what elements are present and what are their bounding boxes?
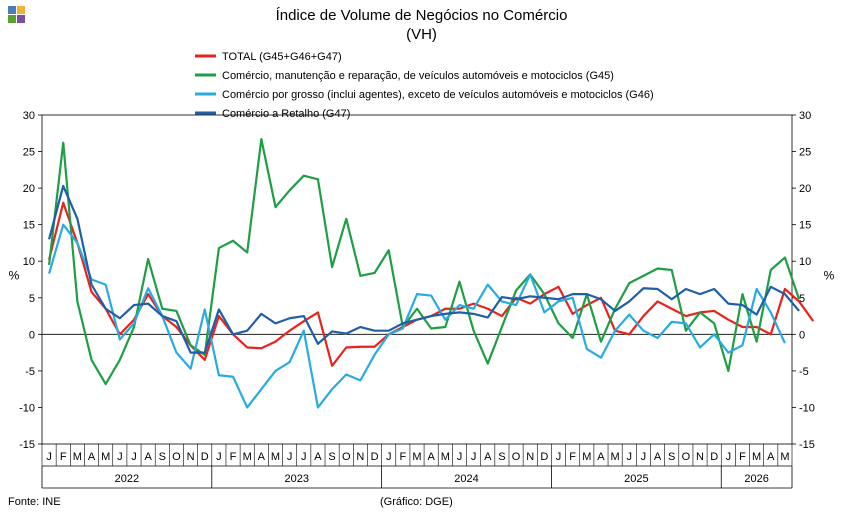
x-tick-label: J bbox=[726, 451, 732, 463]
y-tick-label-left: -5 bbox=[25, 366, 35, 378]
x-tick-label: D bbox=[371, 451, 379, 463]
logo-square-2 bbox=[17, 6, 25, 14]
source-note: Fonte: INE bbox=[8, 496, 61, 508]
y-tick-label-left: -15 bbox=[19, 439, 35, 451]
x-tick-label: N bbox=[696, 451, 704, 463]
y-tick-label-left: 0 bbox=[29, 329, 35, 341]
x-tick-label: D bbox=[540, 451, 548, 463]
x-tick-label: M bbox=[582, 451, 591, 463]
x-tick-label: M bbox=[752, 451, 761, 463]
x-tick-label: S bbox=[159, 451, 166, 463]
series-g47-line bbox=[48, 184, 800, 354]
series-g45-line bbox=[47, 138, 801, 386]
legend-item: Comércio, manutenção e reparação, de veí… bbox=[222, 70, 614, 82]
x-tick-label: J bbox=[386, 451, 392, 463]
x-tick-label: A bbox=[654, 451, 662, 463]
x-tick-label: M bbox=[73, 451, 82, 463]
x-tick-label: F bbox=[739, 451, 746, 463]
x-tick-label: M bbox=[271, 451, 280, 463]
x-tick-label: F bbox=[569, 451, 576, 463]
x-tick-label: J bbox=[471, 451, 477, 463]
x-tick-label: A bbox=[258, 451, 266, 463]
y-tick-label-left: 20 bbox=[23, 183, 35, 195]
x-tick-label: J bbox=[641, 451, 647, 463]
x-tick-label: O bbox=[342, 451, 351, 463]
y-tick-label-right: 5 bbox=[799, 293, 805, 305]
year-label: 2025 bbox=[624, 473, 648, 485]
logo-square-3 bbox=[8, 15, 16, 23]
x-tick-label: A bbox=[314, 451, 322, 463]
chart-credit: (Gráfico: DGE) bbox=[380, 496, 453, 508]
x-tick-label: A bbox=[597, 451, 605, 463]
year-label: 2022 bbox=[115, 473, 139, 485]
y-axis-label-right: % bbox=[824, 269, 835, 283]
x-tick-label: J bbox=[117, 451, 123, 463]
x-tick-label: J bbox=[301, 451, 307, 463]
x-tick-label: J bbox=[556, 451, 562, 463]
y-tick-label-left: 15 bbox=[23, 220, 35, 232]
y-tick-label-right: -10 bbox=[799, 402, 815, 414]
logo-square-4 bbox=[17, 15, 25, 23]
year-label: 2026 bbox=[744, 473, 768, 485]
x-tick-label: S bbox=[328, 451, 335, 463]
x-tick-label: J bbox=[627, 451, 633, 463]
x-tick-label: M bbox=[780, 451, 789, 463]
x-tick-label: J bbox=[46, 451, 52, 463]
x-tick-label: A bbox=[767, 451, 775, 463]
series-g46-line bbox=[48, 223, 786, 409]
x-tick-label: M bbox=[412, 451, 421, 463]
x-tick-label: J bbox=[216, 451, 222, 463]
x-tick-label: A bbox=[144, 451, 152, 463]
y-tick-label-right: 0 bbox=[799, 329, 805, 341]
x-tick-label: N bbox=[187, 451, 195, 463]
x-tick-label: N bbox=[356, 451, 364, 463]
legend-item: Comércio a Retalho (G47) bbox=[222, 108, 350, 120]
logo-square-1 bbox=[8, 6, 16, 14]
y-tick-label-left: 30 bbox=[23, 110, 35, 122]
x-tick-label: D bbox=[201, 451, 209, 463]
year-label: 2024 bbox=[454, 473, 478, 485]
x-tick-label: F bbox=[60, 451, 67, 463]
series-total-line bbox=[48, 201, 815, 367]
x-tick-label: F bbox=[230, 451, 237, 463]
y-tick-label-left: 5 bbox=[29, 293, 35, 305]
x-tick-label: O bbox=[512, 451, 521, 463]
x-tick-label: M bbox=[441, 451, 450, 463]
x-tick-label: M bbox=[243, 451, 252, 463]
chart-title: Índice de Volume de Negócios no Comércio bbox=[275, 7, 568, 24]
y-tick-label-left: 10 bbox=[23, 256, 35, 268]
chart-subtitle: (VH) bbox=[406, 26, 437, 43]
x-tick-label: S bbox=[668, 451, 675, 463]
legend-item: TOTAL (G45+G46+G47) bbox=[222, 51, 342, 63]
y-tick-label-right: 30 bbox=[799, 110, 811, 122]
x-tick-label: A bbox=[427, 451, 435, 463]
x-tick-label: A bbox=[88, 451, 96, 463]
x-tick-label: M bbox=[611, 451, 620, 463]
y-axis-label-left: % bbox=[9, 269, 20, 283]
year-label: 2023 bbox=[284, 473, 308, 485]
y-tick-label-right: 10 bbox=[799, 256, 811, 268]
x-tick-label: O bbox=[172, 451, 181, 463]
y-tick-label-right: 20 bbox=[799, 183, 811, 195]
logo bbox=[8, 6, 26, 24]
x-tick-label: J bbox=[131, 451, 137, 463]
x-tick-label: A bbox=[484, 451, 492, 463]
x-tick-label: O bbox=[682, 451, 691, 463]
x-tick-label: J bbox=[287, 451, 293, 463]
x-tick-label: M bbox=[101, 451, 110, 463]
legend-item: Comércio por grosso (inclui agentes), ex… bbox=[222, 89, 654, 101]
y-tick-label-right: 25 bbox=[799, 147, 811, 159]
x-tick-label: D bbox=[710, 451, 718, 463]
x-tick-label: S bbox=[498, 451, 505, 463]
x-tick-label: J bbox=[457, 451, 463, 463]
y-tick-label-left: 25 bbox=[23, 147, 35, 159]
x-tick-label: F bbox=[399, 451, 406, 463]
y-tick-label-right: -15 bbox=[799, 439, 815, 451]
x-tick-label: N bbox=[526, 451, 534, 463]
y-tick-label-left: -10 bbox=[19, 402, 35, 414]
y-tick-label-right: 15 bbox=[799, 220, 811, 232]
y-tick-label-right: -5 bbox=[799, 366, 809, 378]
